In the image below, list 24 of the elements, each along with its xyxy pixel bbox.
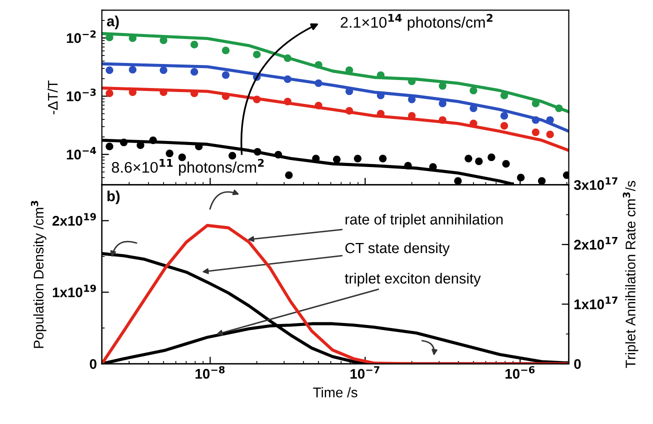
y-tick-label: 10$^{−3}$ [66,88,96,102]
annotation: 2.1×10$^{14}$ photons/cm$^{2}$ [340,14,492,31]
annotation: triplet exciton density [344,272,481,286]
y-axis-title: -ΔT/T [48,80,58,114]
annotation: rate of triplet annihilation [346,214,503,228]
y2-tick-label: 1x10$^{17}$ [574,296,618,310]
x-axis-title: Time /s [313,387,358,398]
y-tick-label: 2x10$^{19}$ [52,213,96,226]
annotation: b) [108,190,120,204]
y2-tick-label: 3x10$^{17}$ [574,177,618,190]
y2-tick-label: 0 [574,359,581,369]
y-tick-label: 10$^{−4}$ [66,146,96,160]
y-axis-title: Population Density /cm$^{3}$ [30,200,46,348]
y-tick-label: 10$^{−2}$ [66,30,96,44]
annotation: CT state density [345,242,450,256]
annotation: 8.6×10$^{11}$ photons/cm$^{2}$ [112,158,264,176]
y-tick-label: 0 [90,359,96,369]
x-tick-label: 10$^{−7}$ [350,366,380,379]
annotation: a) [106,16,119,30]
x-tick-label: 10$^{−6}$ [506,366,535,379]
y2-tick-label: 2x10$^{17}$ [574,237,618,250]
y2-axis-title: Triplet Annihilation Rate cm$^{3}$/s [622,180,638,368]
x-tick-label: 10$^{−8}$ [196,366,225,379]
y-tick-label: 1x10$^{19}$ [52,284,96,298]
